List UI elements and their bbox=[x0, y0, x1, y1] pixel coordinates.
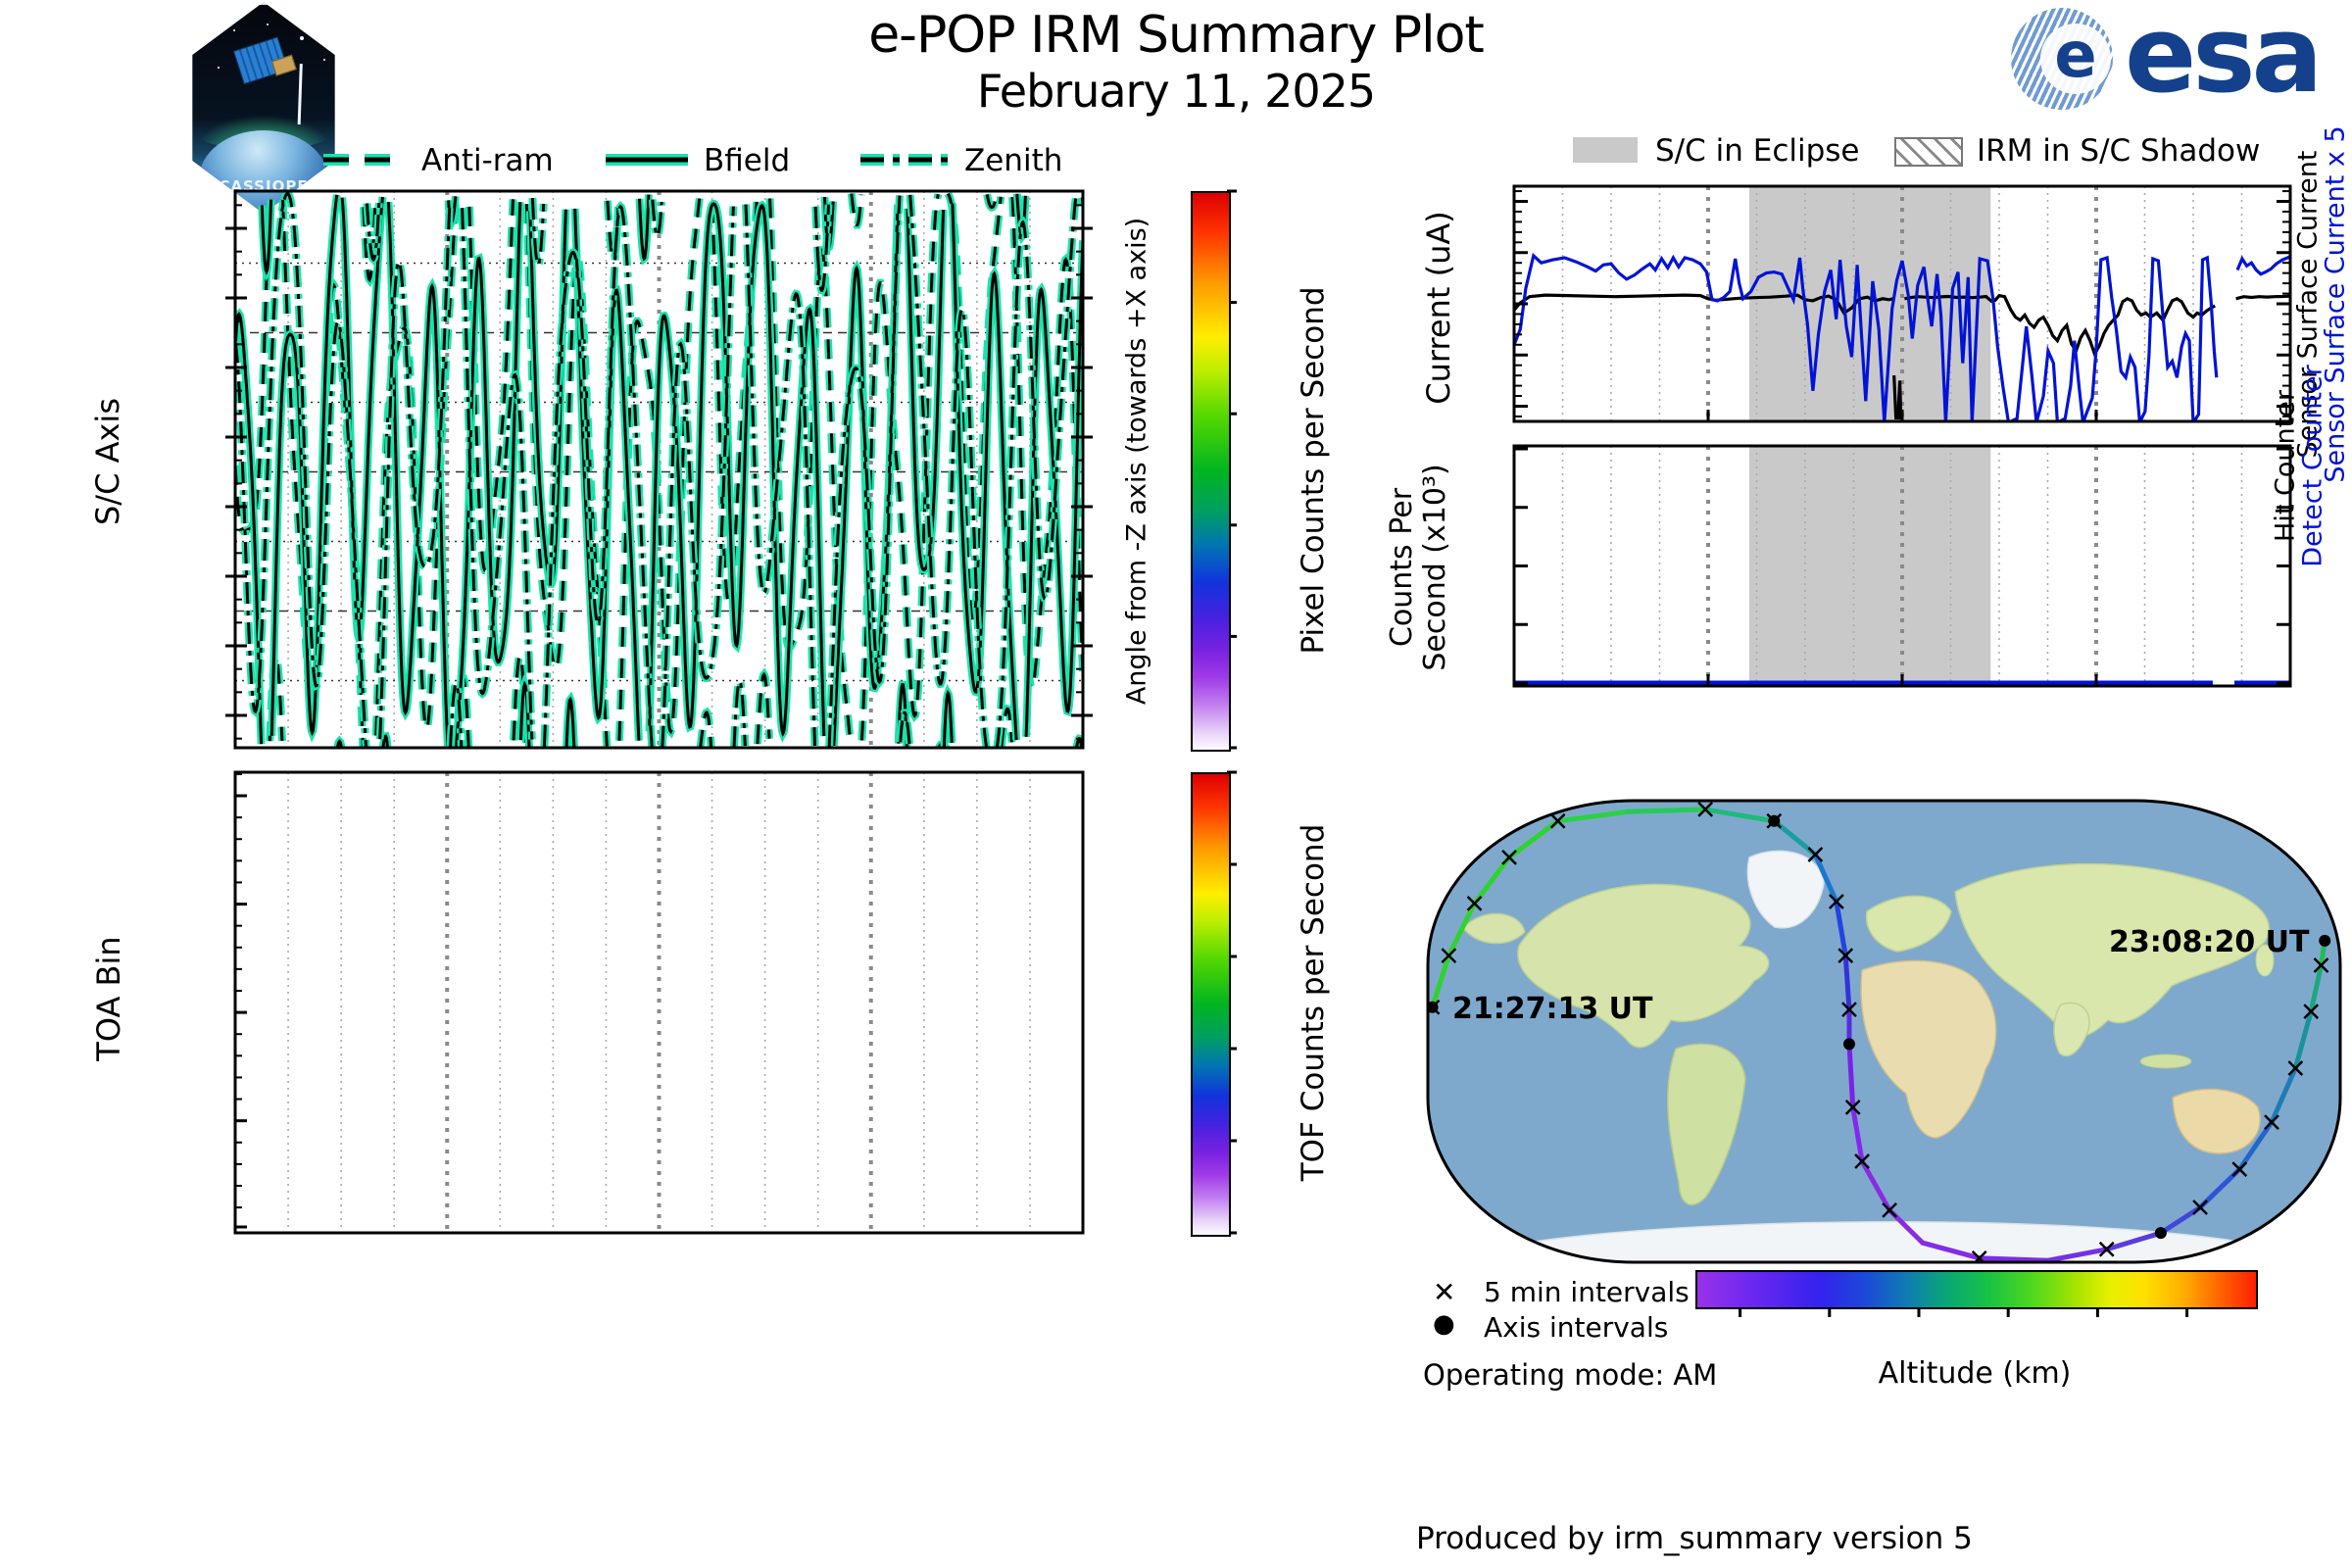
esa-globe-e: e bbox=[2040, 24, 2111, 94]
sc-series-zenith bbox=[528, 197, 548, 270]
map-north-america bbox=[1517, 883, 1770, 1049]
sc-series-zenith bbox=[363, 196, 384, 266]
legend-axis-intervals: Axis intervals bbox=[1484, 1311, 1669, 1344]
legend-5min: 5 min intervals bbox=[1484, 1276, 1690, 1308]
map-australia bbox=[2172, 1088, 2261, 1154]
sc-series-anti-ram bbox=[465, 199, 517, 574]
bfield-swatch bbox=[606, 154, 688, 166]
sc-series-bfield bbox=[333, 735, 346, 748]
sc-series-zenith bbox=[906, 194, 991, 748]
shadow-legend-label: IRM in S/C Shadow bbox=[1977, 133, 2261, 169]
map-europe bbox=[1865, 895, 1952, 953]
sc-series-bfield bbox=[516, 674, 534, 748]
sc-series-bfield bbox=[379, 731, 392, 748]
legend-zenith: Zenith bbox=[964, 143, 1063, 178]
sc-series-anti-ram bbox=[360, 196, 380, 288]
map-asia bbox=[1954, 862, 2270, 1039]
legend-bfield: Bfield bbox=[704, 143, 791, 178]
counts-right-label-black: Hit Counter bbox=[2270, 390, 2301, 542]
current-ylabel: Current (uA) bbox=[1420, 211, 1457, 405]
counts-ylabel-line2: Second (x10³) bbox=[1418, 464, 1452, 671]
sc-series-zenith bbox=[458, 208, 536, 740]
footer-version: Produced by irm_summary version 5 bbox=[1416, 1521, 1973, 1556]
sc-series-anti-ram bbox=[1008, 196, 1083, 692]
sc-series-zenith bbox=[648, 199, 666, 241]
sc-series-bfield bbox=[570, 208, 643, 741]
pixel-colorbar bbox=[1191, 191, 1231, 752]
sc-series-anti-ram bbox=[997, 704, 1016, 748]
track-start-label: 21:27:13 UT bbox=[1452, 992, 1653, 1026]
sc-series-bfield bbox=[904, 208, 948, 574]
map-alaska bbox=[1462, 912, 1526, 945]
anti-ram-swatch bbox=[323, 154, 406, 166]
sc-series-bfield bbox=[940, 683, 956, 748]
sc-series-bfield bbox=[268, 194, 341, 743]
map-antarctica bbox=[1533, 1221, 2240, 1262]
sc-series-zenith bbox=[811, 204, 833, 295]
sc-series-bfield bbox=[235, 308, 266, 745]
operating-mode: Operating mode: AM bbox=[1423, 1358, 1718, 1392]
toa-ylabel: TOA Bin bbox=[90, 936, 127, 1061]
eclipse-swatch bbox=[1573, 137, 1638, 163]
map-indonesia bbox=[2139, 1054, 2192, 1069]
sc-series-zenith bbox=[825, 195, 904, 747]
sc-right-label: Angle from -Z axis (towards +X axis) bbox=[1121, 217, 1152, 706]
sc-series-bfield bbox=[635, 194, 653, 266]
sc-series-anti-ram bbox=[847, 193, 865, 229]
esa-wordmark: esa bbox=[2125, 0, 2323, 117]
sc-series-anti-ram bbox=[696, 707, 715, 748]
sc-series-bfield bbox=[258, 199, 275, 282]
counts-right-label-blue: Detect Counter bbox=[2297, 365, 2328, 567]
ground-track bbox=[1428, 802, 2331, 1262]
sc-series-bfield bbox=[452, 202, 524, 747]
map-south-america bbox=[1666, 1043, 1746, 1206]
counts-ylabel-line1: Counts Per bbox=[1385, 487, 1419, 648]
map-base bbox=[1428, 801, 2340, 1262]
dot-marker-icon: ● bbox=[1433, 1309, 1455, 1339]
map-japan bbox=[2255, 944, 2275, 977]
sc-series-bfield bbox=[338, 196, 387, 644]
map-africa bbox=[1860, 959, 1997, 1139]
counts-ylabel: Counts Per Second (x10³) bbox=[1385, 420, 1452, 714]
page-title: e-POP IRM Summary Plot bbox=[868, 6, 1485, 65]
sc-series-zenith bbox=[375, 204, 454, 740]
sc-series-zenith bbox=[993, 197, 1080, 748]
sc-series-zenith bbox=[658, 206, 738, 748]
sc-series-bfield bbox=[384, 201, 452, 747]
esa-logo: e esa bbox=[2011, 0, 2348, 117]
map-greenland bbox=[1746, 850, 1825, 929]
map-india bbox=[2053, 1002, 2090, 1057]
sc-series-anti-ram bbox=[754, 667, 773, 745]
sc-series-bfield bbox=[563, 691, 578, 748]
shadow-swatch bbox=[1894, 137, 1963, 167]
pixel-colorbar-label: Pixel Counts per Second bbox=[1296, 286, 1331, 655]
sc-ylabel: S/C Axis bbox=[89, 398, 126, 525]
tof-colorbar bbox=[1191, 772, 1231, 1237]
sc-series-zenith bbox=[235, 191, 370, 748]
zenith-swatch bbox=[860, 154, 949, 166]
sc-series-zenith bbox=[983, 193, 1001, 212]
legend-anti-ram: Anti-ram bbox=[421, 143, 554, 178]
altitude-colorbar bbox=[1695, 1270, 2258, 1309]
eclipse-legend-label: S/C in Eclipse bbox=[1655, 133, 1860, 169]
sc-series-anti-ram bbox=[510, 650, 530, 744]
sc-series-zenith bbox=[446, 678, 466, 748]
cross-marker-icon: ✕ bbox=[1433, 1276, 1456, 1308]
sc-series-zenith bbox=[896, 709, 913, 745]
sc-series-bfield bbox=[645, 199, 828, 743]
track-end-label: 23:08:20 UT bbox=[2109, 925, 2310, 959]
world-map bbox=[1426, 799, 2342, 1264]
altitude-colorbar-label: Altitude (km) bbox=[1878, 1356, 2072, 1391]
sc-series-anti-ram bbox=[765, 198, 856, 745]
tof-colorbar-label: TOF Counts per Second bbox=[1296, 823, 1331, 1182]
sc-series-zenith bbox=[742, 204, 819, 747]
page-date: February 11, 2025 bbox=[976, 65, 1376, 118]
sc-series-zenith bbox=[730, 676, 750, 748]
